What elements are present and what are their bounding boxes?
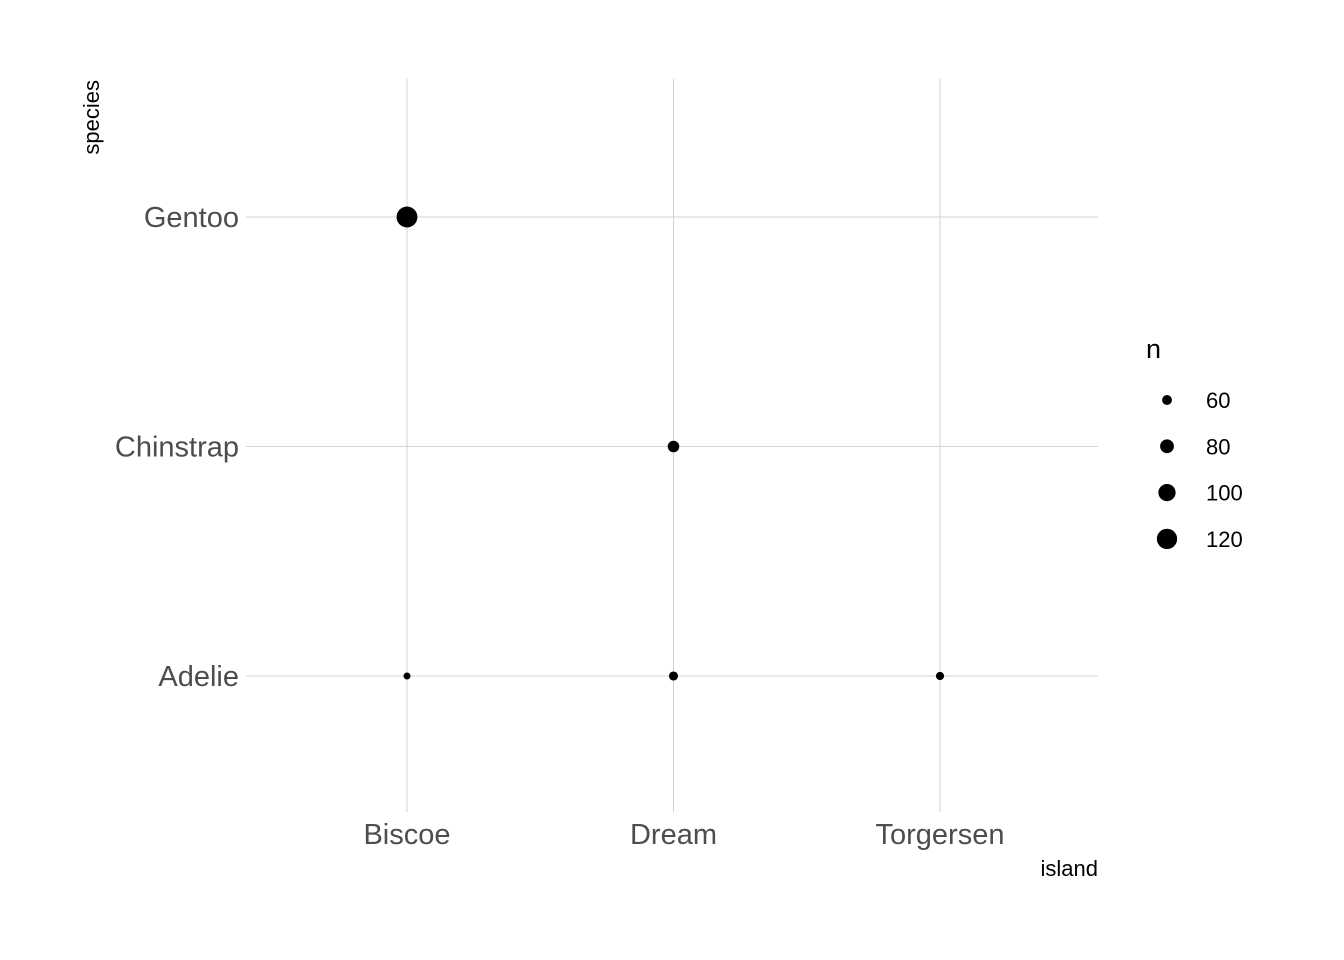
y-axis-tick-labels: Adelie Chinstrap Gentoo: [115, 202, 239, 693]
size-legend: n 60 80 100 120: [1146, 334, 1243, 552]
x-axis-title: island: [1041, 856, 1098, 881]
x-tick-label-torgersen: Torgersen: [876, 819, 1005, 851]
legend-key-100: [1158, 484, 1176, 502]
x-tick-label-biscoe: Biscoe: [363, 819, 450, 851]
point-torgersen-adelie: [935, 671, 945, 681]
legend-title: n: [1146, 334, 1161, 364]
x-axis-tick-labels: Biscoe Dream Torgersen: [363, 819, 1004, 851]
legend-key-80: [1160, 439, 1174, 454]
y-tick-label-adelie: Adelie: [158, 661, 239, 693]
legend-key-120: [1156, 528, 1178, 550]
point-biscoe-gentoo: [396, 206, 418, 228]
legend-label-100: 100: [1206, 481, 1243, 506]
y-axis-title: species: [79, 80, 104, 155]
data-points: [396, 206, 945, 681]
legend-label-60: 60: [1206, 388, 1230, 413]
point-dream-adelie: [668, 671, 679, 681]
y-tick-label-gentoo: Gentoo: [144, 202, 239, 234]
point-biscoe-adelie: [403, 672, 411, 680]
legend-label-120: 120: [1206, 527, 1243, 552]
x-tick-label-dream: Dream: [630, 819, 717, 851]
legend-label-80: 80: [1206, 434, 1230, 459]
y-tick-label-chinstrap: Chinstrap: [115, 432, 239, 464]
legend-key-60: [1162, 395, 1172, 405]
point-dream-chinstrap: [667, 440, 680, 453]
